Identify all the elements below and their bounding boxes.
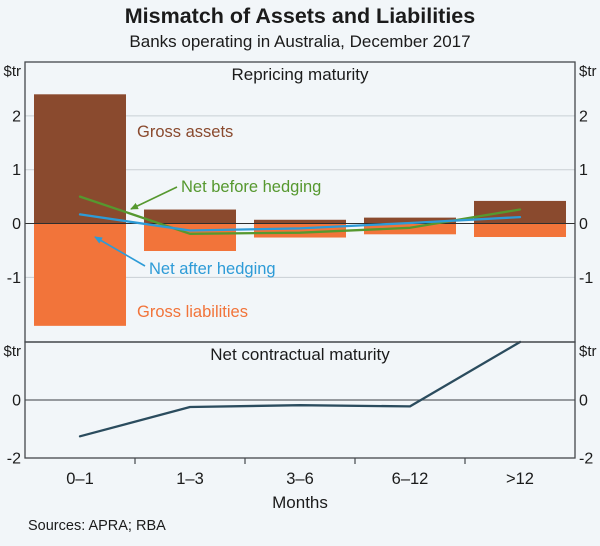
x-label-6-12: 6–12 — [392, 470, 429, 488]
bar-gross-liabilities-1-3 — [144, 223, 236, 251]
bar-gross-liabilities-12 — [474, 223, 566, 237]
axis-unit-left: $tr — [3, 343, 21, 360]
axis-unit-right: $tr — [579, 63, 597, 80]
ytick-left--1: -1 — [7, 270, 21, 287]
x-axis-title: Months — [272, 493, 328, 512]
axis-unit-right: $tr — [579, 343, 597, 360]
chart-header: Mismatch of Assets and Liabilities Banks… — [0, 3, 600, 52]
chart-subtitle: Banks operating in Australia, December 2… — [129, 32, 471, 51]
sources-note: Sources: APRA; RBA — [28, 518, 166, 534]
ytick-right-0: 0 — [579, 393, 588, 410]
ytick-right-0: 0 — [579, 216, 588, 233]
annotation-net-before-hedging: Net before hedging — [181, 178, 321, 196]
panel-title-repricing-maturity: Repricing maturity — [232, 65, 369, 84]
chart-canvas: 2 2 1 1 0 0 -1 -1 $tr $tr Repricing maturity Gross … — [3, 61, 597, 512]
x-label-1-3: 1–3 — [176, 470, 204, 488]
x-label-0-1: 0–1 — [66, 470, 94, 488]
ytick-right--2: -2 — [579, 451, 593, 468]
bar-gross-assets-3-6 — [254, 219, 346, 224]
panel-frame-net-contractual-maturity — [24, 341, 576, 459]
chart-title: Mismatch of Assets and Liabilities — [124, 4, 476, 28]
ytick-left-0: 0 — [12, 393, 21, 410]
bar-gross-assets-6-12 — [364, 217, 456, 224]
ytick-right-1: 1 — [579, 162, 588, 179]
axis-unit-left: $tr — [3, 63, 21, 80]
ytick-left--2: -2 — [7, 451, 21, 468]
ytick-right-2: 2 — [579, 108, 588, 125]
annotation-net-after-hedging: Net after hedging — [149, 260, 276, 278]
bar-gross-assets-12 — [474, 200, 566, 224]
ytick-left-1: 1 — [12, 162, 21, 179]
bar-gross-liabilities-0-1 — [34, 223, 126, 326]
panel-title-net-contractual-maturity: Net contractual maturity — [210, 345, 390, 364]
ytick-right--1: -1 — [579, 270, 593, 287]
ytick-left-0: 0 — [12, 216, 21, 233]
line-net-after-hedging — [78, 213, 522, 232]
ytick-left-2: 2 — [12, 108, 21, 125]
x-label-3-6: 3–6 — [286, 470, 314, 488]
x-label-12: >12 — [506, 470, 534, 488]
annotation-gross-liabilities: Gross liabilities — [137, 303, 248, 321]
bar-gross-assets-1-3 — [144, 209, 236, 224]
annotation-arrow-net-after-hedging — [94, 236, 146, 267]
annotation-gross-assets: Gross assets — [137, 123, 233, 141]
bar-gross-assets-0-1 — [34, 94, 126, 224]
line-net-contractual-maturity — [78, 340, 522, 438]
annotation-arrow-net-before-hedging — [130, 186, 178, 210]
